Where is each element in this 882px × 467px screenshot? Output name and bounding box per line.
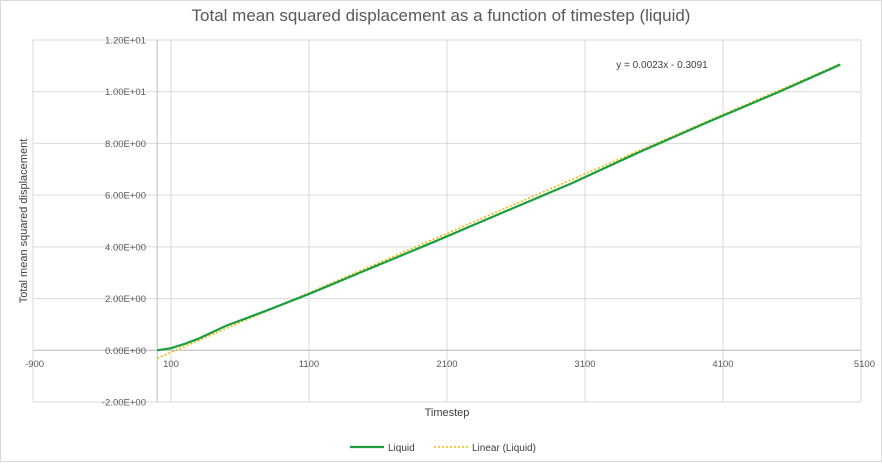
- y-tick-label: -2.00E+00: [102, 398, 146, 409]
- y-tick-label: 6.00E+00: [105, 191, 146, 202]
- legend: Liquid Linear (Liquid): [350, 443, 536, 454]
- x-tick-label: 1100: [299, 359, 319, 370]
- y-tick-labels: -2.00E+00 0.00E+00 2.00E+00 4.00E+00 6.00E+0…: [102, 36, 146, 409]
- x-tick-label: 3100: [574, 359, 595, 370]
- y-tick-label: 2.00E+00: [105, 294, 146, 305]
- axes: [33, 40, 861, 402]
- trendline-equation: y = 0.0023x - 0.3091: [616, 60, 708, 71]
- x-tick-label: -900: [25, 359, 44, 370]
- x-tick-labels: -900 100 1100 2100 3100 4100 5100: [25, 359, 875, 370]
- y-tick-label: 1.00E+01: [105, 87, 146, 98]
- x-gridlines: [170, 40, 724, 402]
- x-axis-label: Timestep: [425, 407, 470, 419]
- legend-label-liquid: Liquid: [388, 443, 415, 454]
- y-tick-label: 4.00E+00: [105, 242, 146, 253]
- y-axis-label: Total mean squared displacement: [18, 139, 30, 303]
- x-tick-label: 5100: [854, 359, 875, 370]
- chart-title: Total mean squared displacement as a fun…: [192, 6, 691, 25]
- x-tick-label: 100: [163, 359, 179, 370]
- y-tick-label: 1.20E+01: [105, 36, 146, 47]
- series-line-liquid: [157, 63, 841, 352]
- x-tick-label: 4100: [712, 359, 733, 370]
- y-tick-label: 8.00E+00: [105, 139, 146, 150]
- legend-label-linear: Linear (Liquid): [472, 443, 536, 454]
- x-tick-label: 2100: [436, 359, 457, 370]
- y-tick-label: 0.00E+00: [105, 346, 146, 357]
- series-layer: [156, 63, 841, 360]
